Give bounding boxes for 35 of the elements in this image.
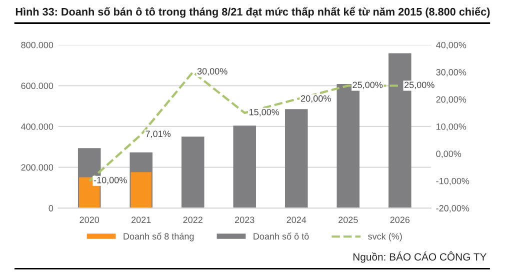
data-label: 25,00%	[352, 82, 383, 90]
bar	[284, 109, 308, 208]
text: Nguồn: BÁO CÁO CÔNG TY	[353, 251, 486, 263]
y-tick-label: 600.000	[21, 82, 54, 90]
data-label: 15,00%	[249, 108, 280, 116]
y2-tick-label: -10,00%	[436, 178, 470, 186]
y-tick-label: 400.000	[21, 123, 54, 130]
x-tick-label: 2023	[235, 216, 254, 224]
data-label: 7,01%	[146, 130, 171, 138]
y-tick-label: 800.000	[21, 42, 54, 48]
bar	[130, 172, 152, 208]
y2-tick-label: 10,00%	[436, 123, 466, 131]
x-tick-label: 2022	[183, 216, 202, 224]
y2-tick-label: -20,00%	[436, 205, 470, 213]
x-tick-label: 2026	[390, 216, 410, 224]
legend-label: svck (%)	[368, 232, 402, 242]
legend-label: Doanh số 8 tháng	[124, 232, 194, 242]
data-label: -10,00%	[94, 176, 127, 184]
chart-title: Hình 33: Doanh số bán ô tô trong tháng 8/21 đạt mức thấp nhất kể từ năm 2015 (8.800 chiếc)	[16, 6, 490, 18]
y2-tick-label: 40,00%	[436, 42, 466, 50]
y-tick-label: 200.000	[21, 164, 54, 171]
y2-tick-label: 0,00%	[436, 150, 462, 158]
data-label: 30,00%	[197, 68, 228, 76]
data-label: 20,00%	[301, 95, 331, 103]
y2-tick-label: 20,00%	[436, 96, 466, 104]
data-label: 25,00%	[404, 82, 434, 90]
bar	[181, 136, 204, 208]
legend-label: Doanh số ô tô	[254, 232, 309, 240]
x-tick-label: 2020	[80, 216, 100, 224]
x-tick-label: 2025	[338, 216, 358, 224]
y2-tick-label: 30,00%	[436, 69, 466, 77]
x-tick-label: 2021	[132, 216, 151, 224]
x-tick-label: 2024	[286, 216, 306, 224]
bar	[233, 126, 256, 208]
y-tick-label: 0	[48, 205, 54, 212]
